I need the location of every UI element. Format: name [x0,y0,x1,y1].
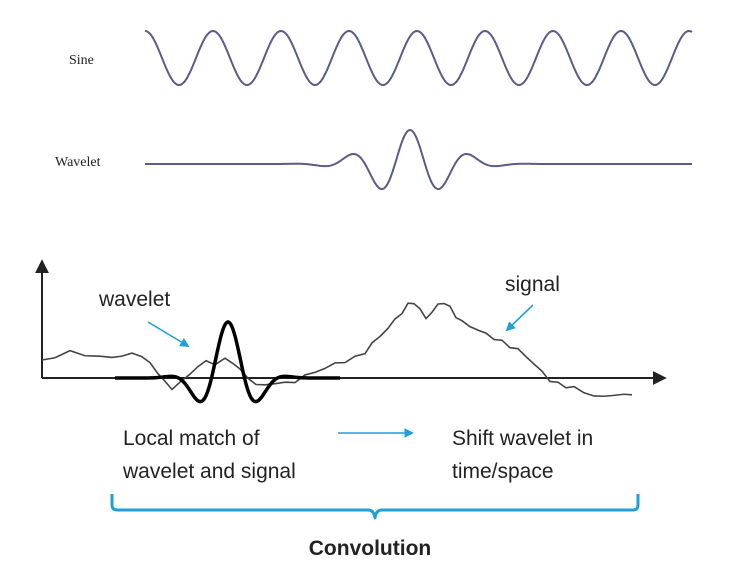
wavelet-label: Wavelet [55,155,101,170]
signal-line [41,302,633,398]
local-match-line1: Local match of [123,427,260,450]
signal-pointer-arrow [505,304,534,332]
wavelet-annotation: wavelet [98,288,170,311]
convolution-label: Convolution [309,537,431,560]
convolution-brace [110,494,640,520]
local-match-line2: wavelet and signal [122,460,296,483]
convolution-wavelet [115,320,340,404]
signal-annotation: signal [505,273,560,296]
wavelet-wave [145,128,692,191]
wavelet-pointer-arrow [147,321,190,347]
sine-label: Sine [69,53,94,68]
shift-line2: time/space [452,460,554,483]
shift-line1: Shift wavelet in [452,427,593,450]
sine-wave [144,29,693,87]
